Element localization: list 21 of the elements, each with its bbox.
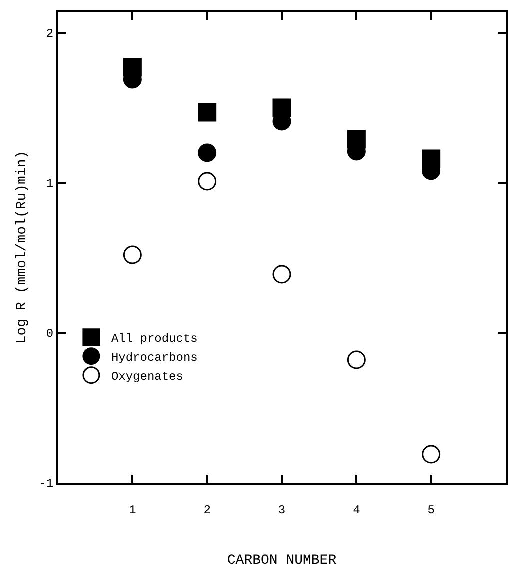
point [198, 144, 217, 162]
legend-label: Oxygenates [111, 370, 184, 384]
legend-label: All products [111, 332, 198, 346]
legend-label: Hydrocarbons [111, 351, 198, 366]
y-tick-label: -1 [39, 477, 54, 492]
point [272, 265, 292, 284]
x-tick-label: 3 [278, 503, 286, 518]
point [198, 103, 217, 122]
x-tick-label: 1 [129, 503, 136, 518]
point [123, 246, 142, 264]
point [198, 172, 217, 191]
x-tick-label: 4 [353, 503, 360, 518]
y-tick-label: 2 [46, 27, 54, 42]
x-tick-label: 2 [204, 503, 211, 518]
x-axis-title: CARBON NUMBER [227, 553, 338, 569]
y-tick-label: 0 [46, 327, 54, 342]
point [422, 445, 441, 464]
y-tick-label: 1 [46, 177, 54, 192]
point [347, 350, 366, 370]
y-axis-title: Log R (mmol/mol(Ru)min) [14, 150, 30, 344]
x-tick-label: 5 [428, 503, 435, 518]
